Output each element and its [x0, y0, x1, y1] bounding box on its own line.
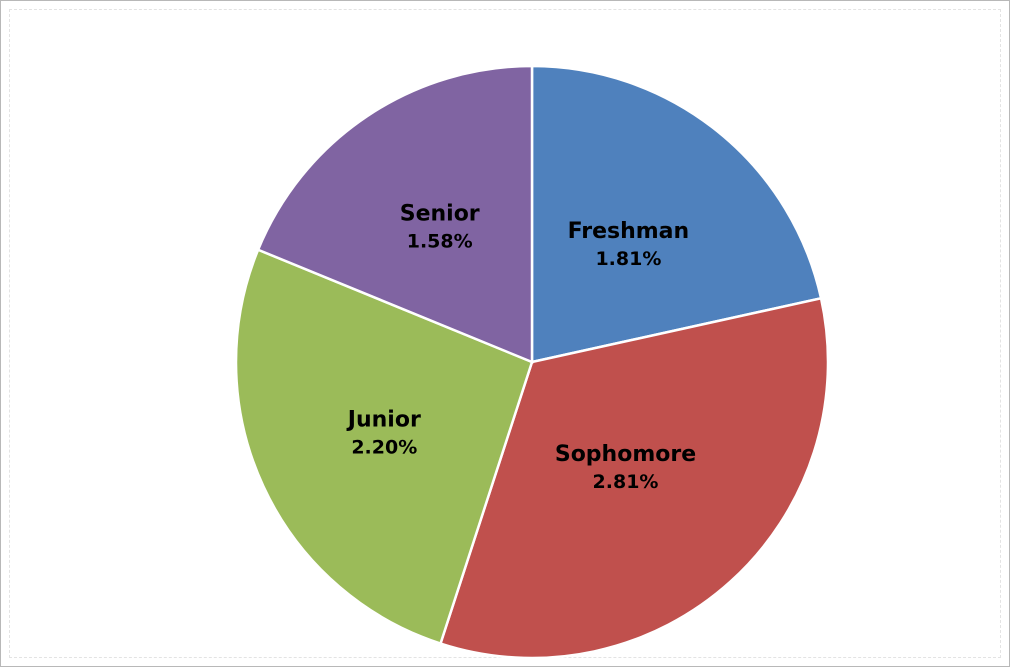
label-junior: Junior: [346, 407, 421, 432]
slice-junior: [234, 248, 534, 646]
slice-senior: [256, 64, 534, 364]
value-label-sophomore: 2.81%: [593, 471, 659, 493]
label-senior: Senior: [400, 201, 480, 226]
slice-freshman: [530, 64, 823, 364]
pie-slices: [234, 64, 830, 660]
value-label-junior: 2.20%: [351, 436, 417, 458]
value-label-senior: 1.58%: [407, 230, 473, 252]
value-label-freshman: 1.81%: [595, 248, 661, 270]
label-freshman: Freshman: [568, 219, 690, 244]
label-sophomore: Sophomore: [555, 442, 696, 467]
slice-sophomore: [438, 296, 830, 660]
pie-labels: Freshman 1.81% Sophomore 2.81% Junior 2.20% Se…: [346, 201, 696, 493]
